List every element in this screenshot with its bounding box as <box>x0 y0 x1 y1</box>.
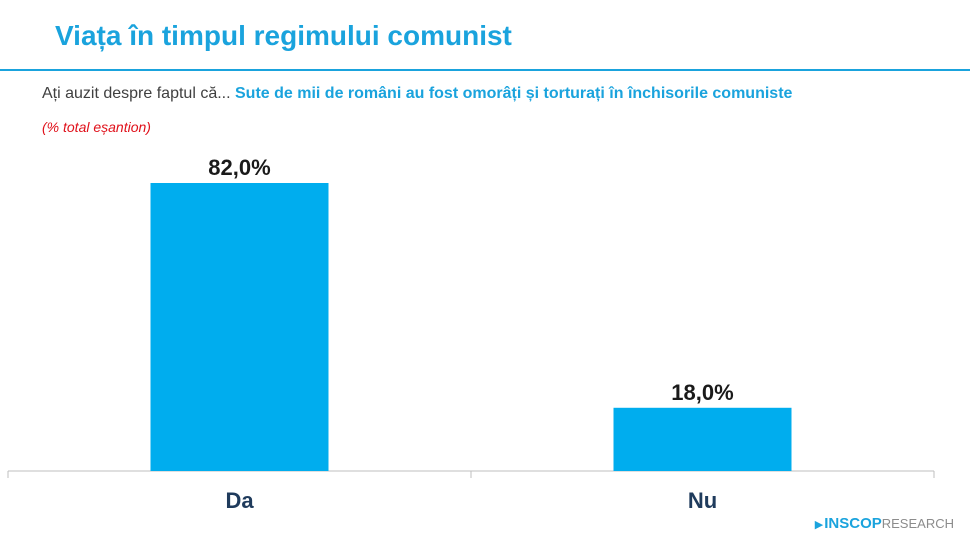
bar-da <box>150 183 329 471</box>
page-title: Viața în timpul regimului comunist <box>55 20 512 51</box>
logo-mark-icon: ▶ <box>814 519 824 531</box>
data-label-nu: 18,0% <box>671 380 733 405</box>
sample-note: (% total eșantion) <box>42 119 151 135</box>
logo-suffix: RESEARCH <box>881 516 954 531</box>
bar-nu <box>613 407 792 471</box>
survey-question: Ați auzit despre faptul că... Sute de mi… <box>42 85 792 103</box>
title-divider <box>0 69 970 71</box>
question-highlight: Sute de mii de români au fost omorâți și… <box>235 85 793 102</box>
logo-brand: INSCOP <box>824 515 882 532</box>
bar-chart: 82,0% Da 18,0% Nu <box>7 155 935 513</box>
data-label-da: 82,0% <box>208 155 270 180</box>
inscop-logo: ▶INSCOPRESEARCH <box>815 515 954 532</box>
category-label-da: Da <box>225 488 254 513</box>
question-lead: Ați auzit despre faptul că... <box>42 85 231 102</box>
category-label-nu: Nu <box>688 488 717 513</box>
